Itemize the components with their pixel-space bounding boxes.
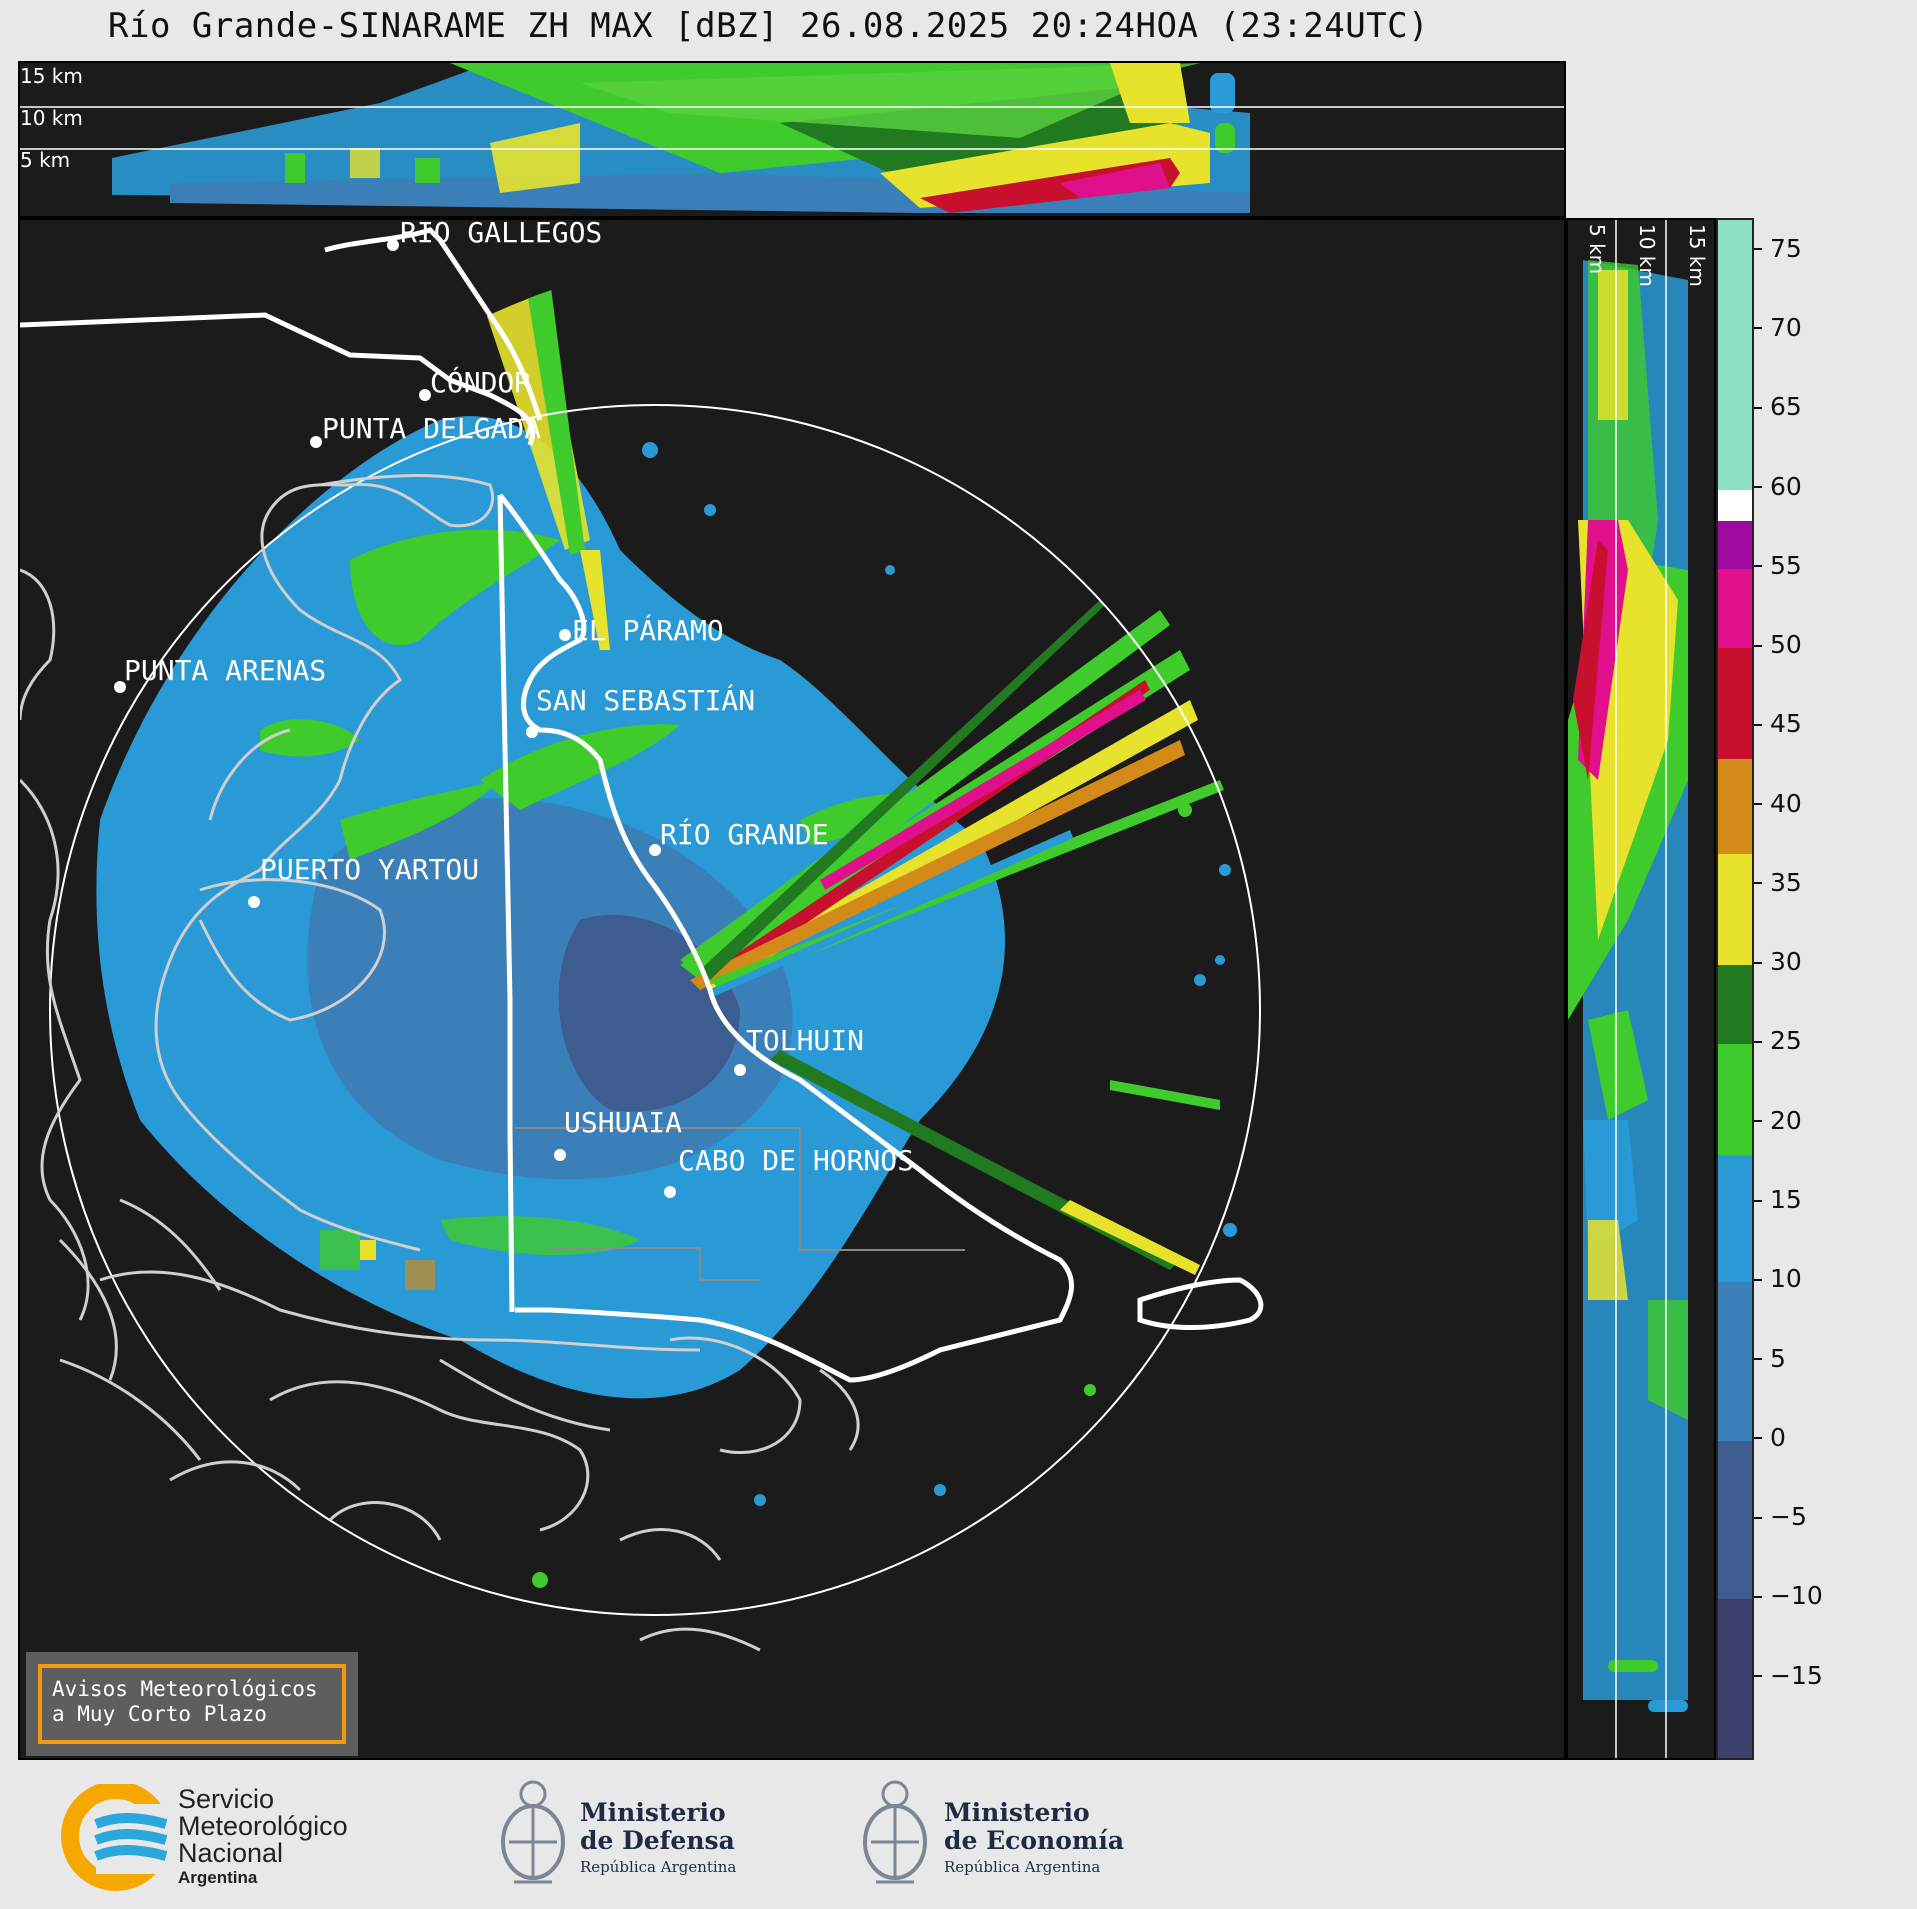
city-dot-cabo-de-hornos <box>664 1186 676 1198</box>
smn-logo: Servicio Meteorológico Nacional Argentin… <box>56 1784 396 1894</box>
defensa-logo: Ministerio de Defensa República Argentin… <box>494 1772 754 1902</box>
boundary-lines <box>515 1127 965 1281</box>
colorbar-segment <box>1718 1044 1752 1156</box>
ne-streaks <box>680 600 1224 996</box>
city-dot-punta-arenas <box>114 681 126 693</box>
city-markers: RÍO GALLEGOS CÓNDOR PUNTA DELGADA EL PÁR… <box>114 220 914 1198</box>
city-label-cabo-de-hornos: CABO DE HORNOS <box>678 1144 914 1177</box>
colorbar-segment <box>1718 1599 1752 1758</box>
radar-map: RÍO GALLEGOS CÓNDOR PUNTA DELGADA EL PÁR… <box>18 218 1566 1760</box>
smn-line-3: Nacional <box>178 1838 284 1868</box>
city-label-el-paramo: EL PÁRAMO <box>572 613 724 647</box>
city-dot-puerto-yartou <box>248 896 260 908</box>
warning-box-inner: Avisos Meteorológicos a Muy Corto Plazo <box>38 1664 346 1744</box>
colorbar-segment <box>1718 489 1752 522</box>
smn-logo-icon <box>61 1784 176 1891</box>
city-label-ushuaia: USHUAIA <box>564 1106 682 1139</box>
city-label-punta-arenas: PUNTA ARENAS <box>124 654 326 687</box>
city-label-punta-delgada: PUNTA DELGADA <box>322 412 541 445</box>
colorbar-tick-label: 75 <box>1754 234 1802 263</box>
colorbar-segment <box>1718 965 1752 1045</box>
smn-line-1: Servicio <box>178 1784 275 1814</box>
colorbar-tick-label: 55 <box>1754 551 1802 580</box>
city-dot-punta-delgada <box>310 436 322 448</box>
colorbar-segment <box>1718 568 1752 649</box>
height-label-15km: 15 km <box>20 64 83 88</box>
economia-line-2: de Economía <box>944 1826 1125 1855</box>
radar-map-plot: RÍO GALLEGOS CÓNDOR PUNTA DELGADA EL PÁR… <box>20 220 1264 1652</box>
colorbar-tick-label: 15 <box>1754 1185 1802 1214</box>
top-cross-section-plot: 15 km 10 km 5 km <box>20 63 1564 213</box>
side-cross-section-plot: 5 km 10 km 15 km <box>1568 220 1709 1758</box>
colorbar-tick-label: 60 <box>1754 472 1802 501</box>
economia-logo: Ministerio de Economía República Argenti… <box>856 1772 1136 1902</box>
colorbar-tick-label: −10 <box>1754 1581 1823 1610</box>
city-dot-ushuaia <box>554 1149 566 1161</box>
colorbar-tick-label: 40 <box>1754 789 1802 818</box>
city-label-rio-grande: RÍO GRANDE <box>660 817 829 851</box>
colorbar-tick-label: 35 <box>1754 868 1802 897</box>
city-dot-san-sebastian <box>526 726 538 738</box>
chart-title: Río Grande-SINARAME ZH MAX [dBZ] 26.08.2… <box>108 6 1430 46</box>
defensa-line-1: Ministerio <box>580 1798 726 1827</box>
reflectivity-field <box>96 280 1237 1588</box>
top-cross-section: 15 km 10 km 5 km <box>18 61 1566 218</box>
defensa-line-3: República Argentina <box>580 1858 737 1876</box>
city-dot-tolhuin <box>734 1064 746 1076</box>
smn-line-2: Meteorológico <box>178 1811 348 1841</box>
side-height-label-10km: 10 km <box>1635 224 1659 287</box>
economia-line-1: Ministerio <box>944 1798 1090 1827</box>
economia-line-3: República Argentina <box>944 1858 1101 1876</box>
colorbar-tick-label: 25 <box>1754 1026 1802 1055</box>
colorbar-tick-label: 30 <box>1754 947 1802 976</box>
colorbar-segment <box>1718 1440 1752 1600</box>
height-label-5km: 5 km <box>20 148 70 172</box>
colorbar-segment <box>1718 1282 1752 1441</box>
colorbar-tick-label: 45 <box>1754 709 1802 738</box>
side-height-label-5km: 5 km <box>1585 224 1609 274</box>
colorbar <box>1716 218 1754 1760</box>
colorbar-segment <box>1718 648 1752 760</box>
defensa-shield-icon <box>501 1780 565 1884</box>
colorbar-segment <box>1718 1155 1752 1283</box>
colorbar-segment <box>1718 521 1752 569</box>
colorbar-tick-label: 0 <box>1754 1423 1786 1452</box>
city-label-tolhuin: TOLHUIN <box>746 1024 864 1057</box>
height-label-10km: 10 km <box>20 106 83 130</box>
defensa-line-2: de Defensa <box>580 1826 735 1855</box>
city-label-san-sebastian: SAN SEBASTIÁN <box>536 683 755 717</box>
city-label-puerto-yartou: PUERTO YARTOU <box>260 853 479 886</box>
colorbar-tick-label: −5 <box>1754 1502 1807 1531</box>
warning-line-1: Avisos Meteorológicos <box>52 1677 318 1701</box>
city-dot-condor <box>419 389 431 401</box>
colorbar-tick-label: 50 <box>1754 630 1802 659</box>
city-dot-rio-gallegos <box>387 239 399 251</box>
range-ring <box>49 404 1261 1616</box>
colorbar-tick-label: −15 <box>1754 1661 1823 1690</box>
city-dot-el-paramo <box>559 629 571 641</box>
warning-box: Avisos Meteorológicos a Muy Corto Plazo <box>26 1652 358 1756</box>
colorbar-tick-label: 70 <box>1754 313 1802 342</box>
colorbar-tick-label: 20 <box>1754 1106 1802 1135</box>
city-dot-rio-grande <box>649 844 661 856</box>
chile-coastlines <box>20 474 860 1652</box>
side-cross-section: 5 km 10 km 15 km <box>1566 218 1716 1760</box>
side-height-label-15km: 15 km <box>1685 224 1709 287</box>
smn-line-4: Argentina <box>178 1868 258 1887</box>
economia-shield-icon <box>863 1780 927 1884</box>
city-label-rio-gallegos: RÍO GALLEGOS <box>400 220 602 249</box>
argentina-coastline <box>20 227 1264 1383</box>
colorbar-segment <box>1718 220 1752 490</box>
colorbar-segment <box>1718 854 1752 966</box>
colorbar-tick-label: 5 <box>1754 1344 1786 1373</box>
city-label-condor: CÓNDOR <box>430 365 531 399</box>
colorbar-segment <box>1718 759 1752 855</box>
colorbar-tick-label: 65 <box>1754 392 1802 421</box>
colorbar-tick-label: 10 <box>1754 1264 1802 1293</box>
warning-line-2: a Muy Corto Plazo <box>52 1702 267 1726</box>
